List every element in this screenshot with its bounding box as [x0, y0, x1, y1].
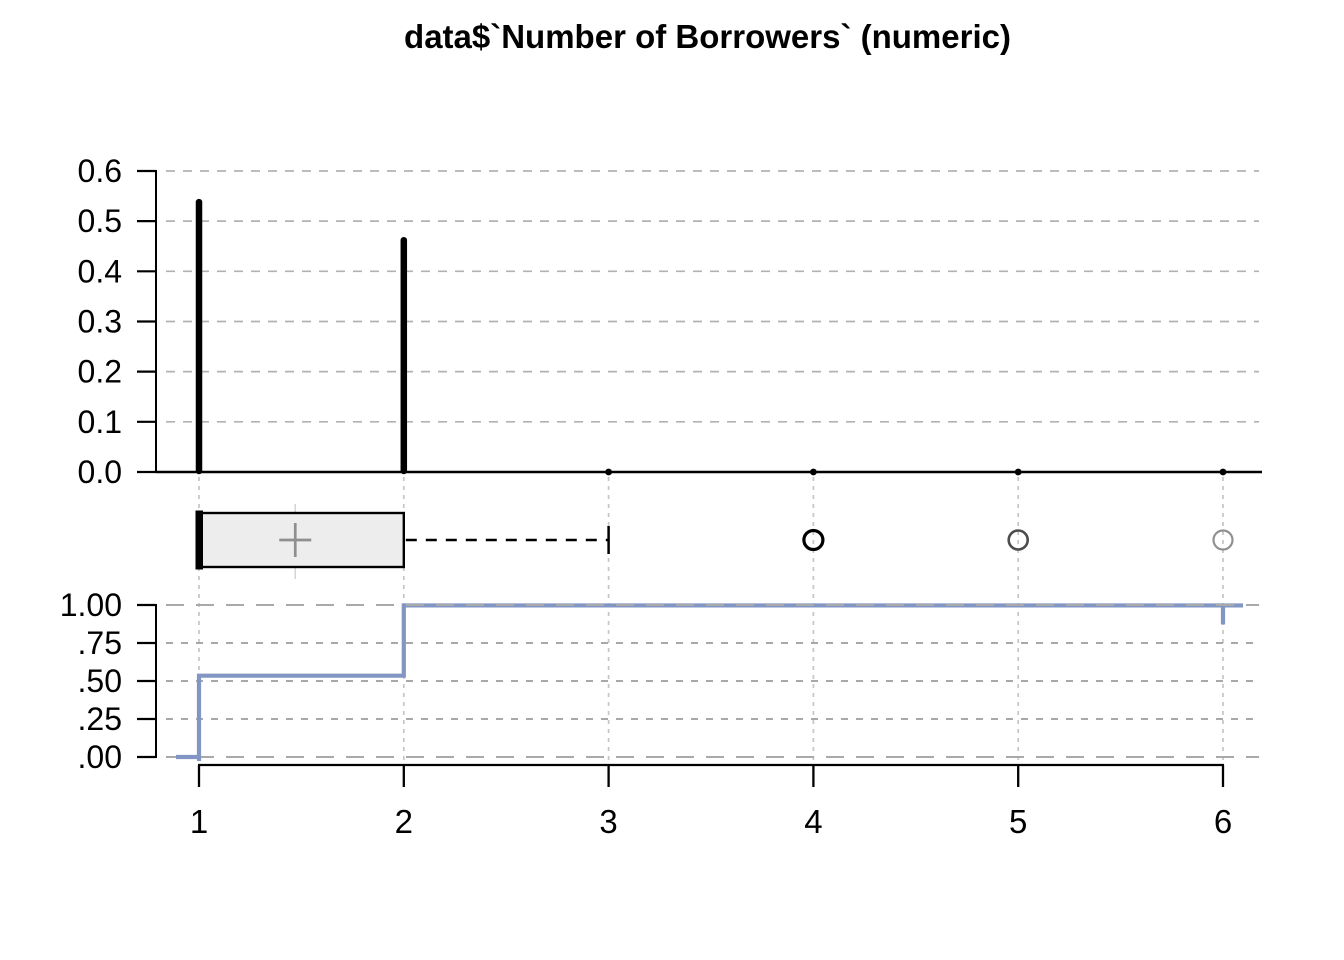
ecdf-y-tick-label: .00 [78, 739, 122, 775]
pmf-baseline-dot [1014, 468, 1022, 476]
pmf-baseline-dot [810, 468, 817, 476]
boxplot-outlier-circle [802, 528, 825, 552]
boxplot-outlier-circle [1007, 529, 1030, 551]
x-axis-tick-label: 3 [599, 803, 617, 840]
pmf-y-tick-label: 0.6 [78, 153, 122, 189]
pmf-y-tick-label: 0.2 [78, 354, 122, 390]
pmf-baseline-dot [605, 468, 612, 476]
x-axis-tick-label: 6 [1214, 803, 1232, 840]
boxplot-outlier-circle [1212, 529, 1234, 551]
boxplot-median-line [195, 510, 203, 570]
pmf-baseline-dot [1219, 468, 1227, 476]
ecdf-y-tick-label: .50 [78, 663, 122, 699]
x-axis-tick-label: 2 [395, 803, 413, 840]
x-axis-tick-label: 4 [804, 803, 822, 840]
x-axis-tick-label: 1 [190, 803, 208, 840]
pmf-y-tick-label: 0.3 [78, 303, 122, 339]
chart-title: data$`Number of Borrowers` (numeric) [404, 18, 1011, 55]
pmf-y-tick-label: 0.0 [78, 454, 122, 490]
pmf-y-tick-label: 0.5 [78, 203, 122, 239]
ecdf-y-tick-label: .75 [78, 625, 122, 661]
pmf-y-tick-label: 0.4 [78, 253, 122, 289]
ecdf-y-tick-label: .25 [78, 701, 122, 737]
pmf-y-tick-label: 0.1 [78, 404, 122, 440]
ecdf-y-tick-label: 1.00 [60, 587, 122, 623]
x-axis-tick-label: 5 [1009, 803, 1027, 840]
